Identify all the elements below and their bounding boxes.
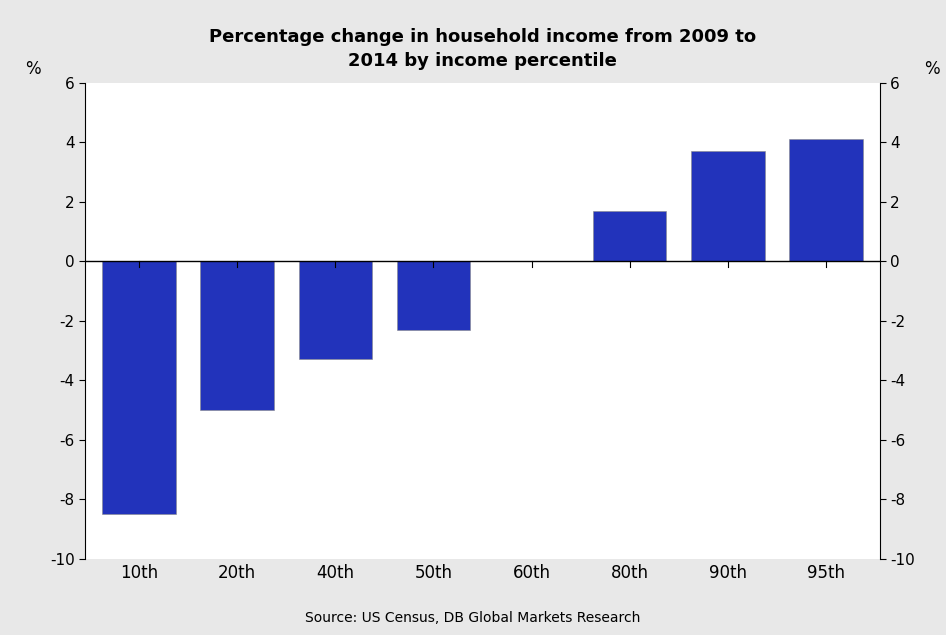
Bar [691,151,764,261]
Bar [593,211,666,261]
Bar [102,261,176,514]
Text: %: % [923,60,939,77]
Text: %: % [26,60,42,77]
Title: Percentage change in household income from 2009 to
2014 by income percentile: Percentage change in household income fr… [209,29,756,70]
Bar [789,139,863,261]
Bar [396,261,470,330]
Bar [299,261,372,359]
Bar [201,261,274,410]
Text: Source: US Census, DB Global Markets Research: Source: US Census, DB Global Markets Res… [306,612,640,625]
